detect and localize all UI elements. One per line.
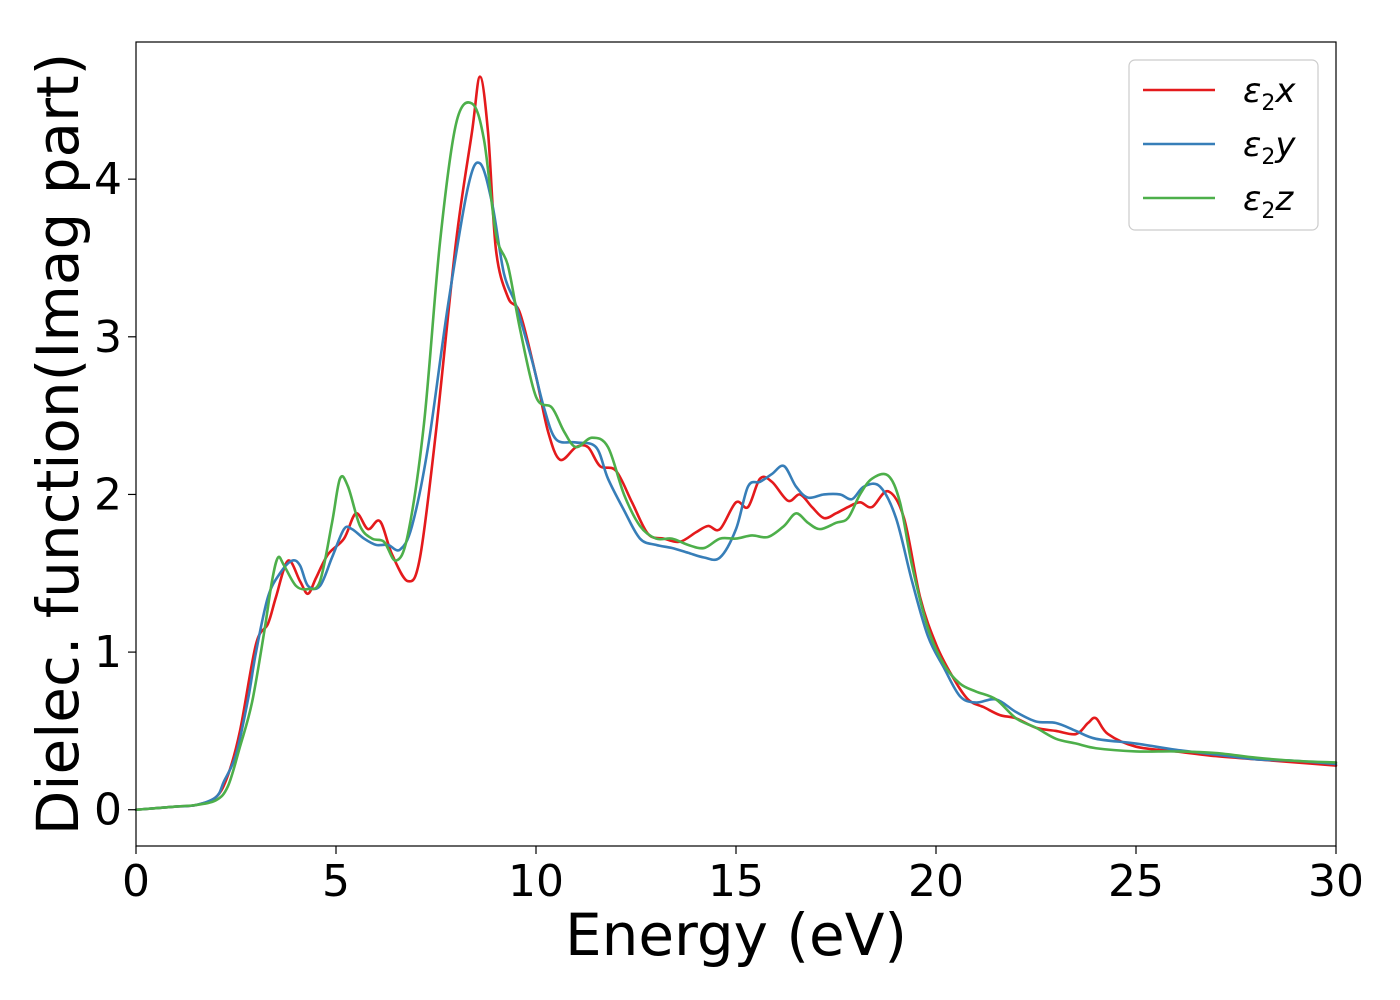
x-tick-label: 20: [908, 856, 964, 907]
y-tick-label: 2: [94, 469, 122, 520]
y-tick-label: 1: [94, 627, 122, 678]
x-tick-label: 10: [508, 856, 564, 907]
x-axis: 0 5 10 15 20 25 30: [122, 846, 1364, 907]
series-line-z: [134, 101, 1338, 812]
y-tick-label: 4: [94, 154, 122, 205]
x-tick-label: 15: [708, 856, 764, 907]
x-tick-label: 5: [322, 856, 350, 907]
legend-label-z: ε2z: [1243, 179, 1294, 224]
legend-box: [1128, 59, 1319, 231]
x-tick-label: 25: [1108, 856, 1164, 907]
series-line-y: [134, 161, 1338, 812]
y-axis-title: Dielec. function(Imag part): [24, 53, 92, 836]
legend: ε2x ε2y ε2z: [1128, 59, 1319, 231]
series-layer: [134, 75, 1338, 812]
legend-items: ε2x ε2y ε2z: [1143, 71, 1296, 224]
x-tick-label: 0: [122, 856, 150, 907]
legend-label-x: ε2x: [1243, 71, 1296, 116]
y-tick-label: 3: [94, 312, 122, 363]
y-tick-label: 0: [94, 785, 122, 836]
x-axis-title: Energy (eV): [565, 901, 907, 969]
x-tick-label: 30: [1308, 856, 1364, 907]
legend-label-y: ε2y: [1243, 125, 1296, 170]
y-axis: 0 1 2 3 4: [94, 154, 136, 836]
